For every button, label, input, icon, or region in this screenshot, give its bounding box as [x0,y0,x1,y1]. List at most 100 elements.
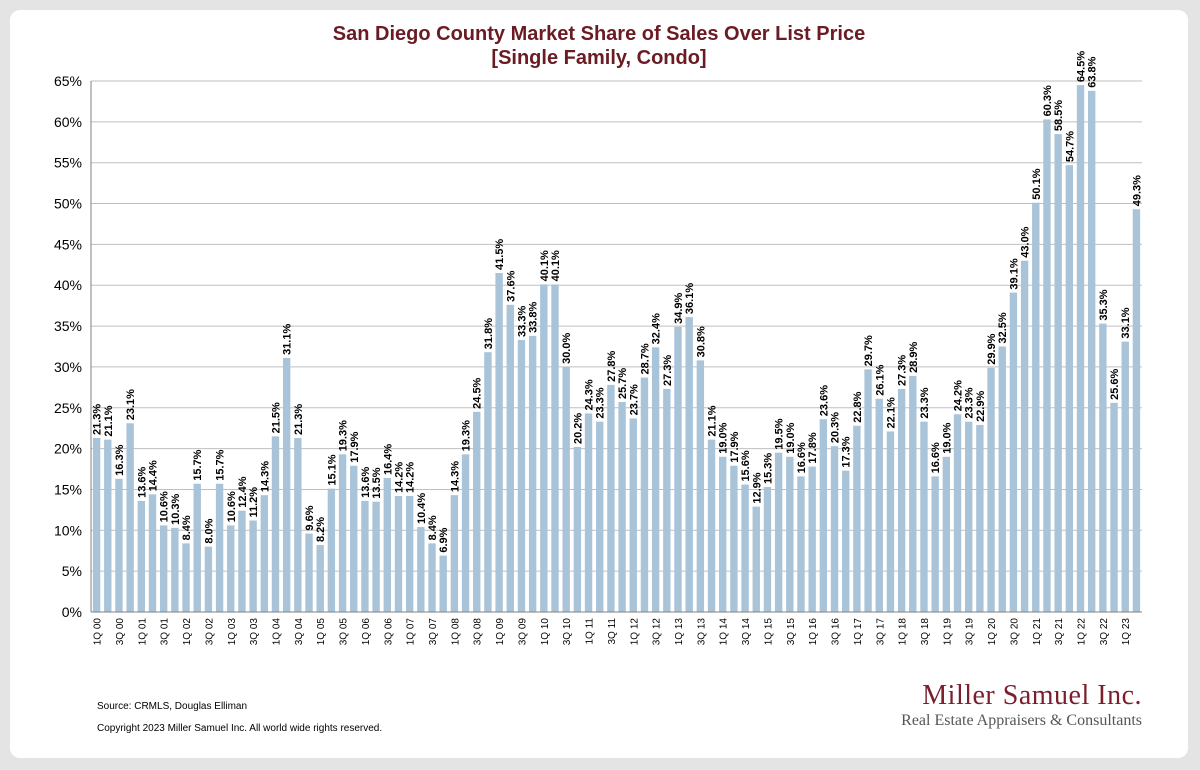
bar [327,488,336,612]
chart-footer: Source: CRMLS, Douglas Elliman Copyright… [97,696,382,740]
bar [227,525,235,612]
y-tick-label: 35% [54,318,82,334]
data-label: 43.0% [1020,226,1032,257]
y-tick-label: 60% [54,114,82,130]
y-tick-label: 65% [54,73,82,89]
data-label: 15.3% [762,453,774,484]
data-label: 19.0% [785,422,797,453]
x-tick-label: 1Q 22 [1077,618,1088,646]
bar [1110,402,1118,612]
bar [1009,292,1018,612]
bar [774,452,783,612]
bar [193,483,201,612]
data-label: 6.9% [438,527,450,552]
x-tick-label: 3Q 07 [428,618,439,646]
bar [819,419,828,612]
bar [741,484,749,612]
data-label: 41.5% [494,239,506,270]
x-tick-label: 3Q 05 [339,618,350,646]
data-label: 35.3% [1098,289,1110,320]
data-label: 13.6% [136,466,148,497]
data-label: 23.3% [964,387,976,418]
x-tick-label: 3Q 15 [786,618,797,646]
x-tick-label: 1Q 07 [406,618,417,646]
bar [249,520,257,612]
bar [294,437,302,612]
bar [562,366,570,612]
bar [540,284,548,612]
x-tick-label: 1Q 14 [719,618,730,646]
bar [528,335,537,612]
data-label: 10.4% [416,493,428,524]
x-tick-label: 3Q 00 [115,618,126,646]
data-label: 21.1% [707,405,719,436]
y-tick-label: 10% [54,522,82,538]
bar [215,483,224,612]
bar [1132,209,1141,612]
bar [786,456,794,612]
data-label: 21.3% [92,404,104,435]
copyright-note: Copyright 2023 Miller Samuel Inc. All wo… [97,723,383,734]
y-tick-label: 55% [54,155,82,171]
source-note: Source: CRMLS, Douglas Elliman [97,701,248,712]
bar [1087,90,1096,612]
chart-card: San Diego County Market Share of Sales O… [10,10,1188,758]
bar [853,425,861,612]
bar [842,470,850,612]
bar [651,347,660,612]
data-label: 29.7% [863,335,875,366]
bar [115,478,123,612]
bar [953,414,962,612]
x-tick-label: 3Q 04 [294,618,305,646]
bar [640,377,649,612]
x-tick-label: 1Q 10 [540,618,551,646]
x-tick-label: 1Q 11 [585,618,596,645]
data-label: 15.7% [215,449,227,480]
data-label: 24.3% [584,379,596,410]
bar [405,495,414,612]
data-label: 27.3% [897,355,909,386]
data-label: 32.4% [651,313,663,344]
x-tick-label: 1Q 12 [629,618,640,646]
y-tick-label: 45% [54,236,82,252]
bar [1054,134,1062,612]
data-label: 14.4% [147,460,159,491]
bar [573,446,582,612]
data-label: 31.1% [282,324,294,355]
bar [1076,85,1085,613]
x-tick-label: 1Q 09 [495,618,506,646]
bar [674,326,682,612]
bar [350,465,358,612]
bar [730,465,738,612]
x-tick-label: 3Q 11 [607,618,618,645]
data-label: 63.8% [1087,56,1099,87]
x-tick-label: 1Q 00 [93,618,104,646]
x-tick-label: 3Q 13 [696,618,707,646]
bar-chart: 0% 5% 10% 15% 20% 25% 30% 35% 40% 45% 50% 55% 60% 65%… [54,51,1143,646]
bar [316,545,324,612]
data-label: 19.0% [941,422,953,453]
data-label: 16.4% [382,444,394,475]
data-label: 19.3% [461,420,473,451]
x-tick-label: 1Q 08 [450,618,461,646]
data-label: 21.3% [293,404,305,435]
data-label: 30.0% [561,333,573,364]
data-label: 24.2% [953,380,965,411]
y-tick-label: 0% [62,604,82,620]
data-label: 8.0% [203,518,215,543]
bar [148,494,157,612]
data-label: 22.1% [885,397,897,428]
data-label: 26.1% [874,364,886,395]
bar [372,501,380,612]
y-tick-label: 40% [54,277,82,293]
data-label: 23.1% [125,389,137,420]
bar [1020,260,1029,612]
bar [629,418,637,612]
chart-title: San Diego County Market Share of Sales O… [10,22,1188,70]
bar [260,495,268,612]
data-label: 32.5% [997,312,1009,343]
data-label: 27.8% [606,350,618,381]
data-label: 22.9% [975,391,987,422]
bar [305,533,313,612]
y-tick-label: 25% [54,400,82,416]
